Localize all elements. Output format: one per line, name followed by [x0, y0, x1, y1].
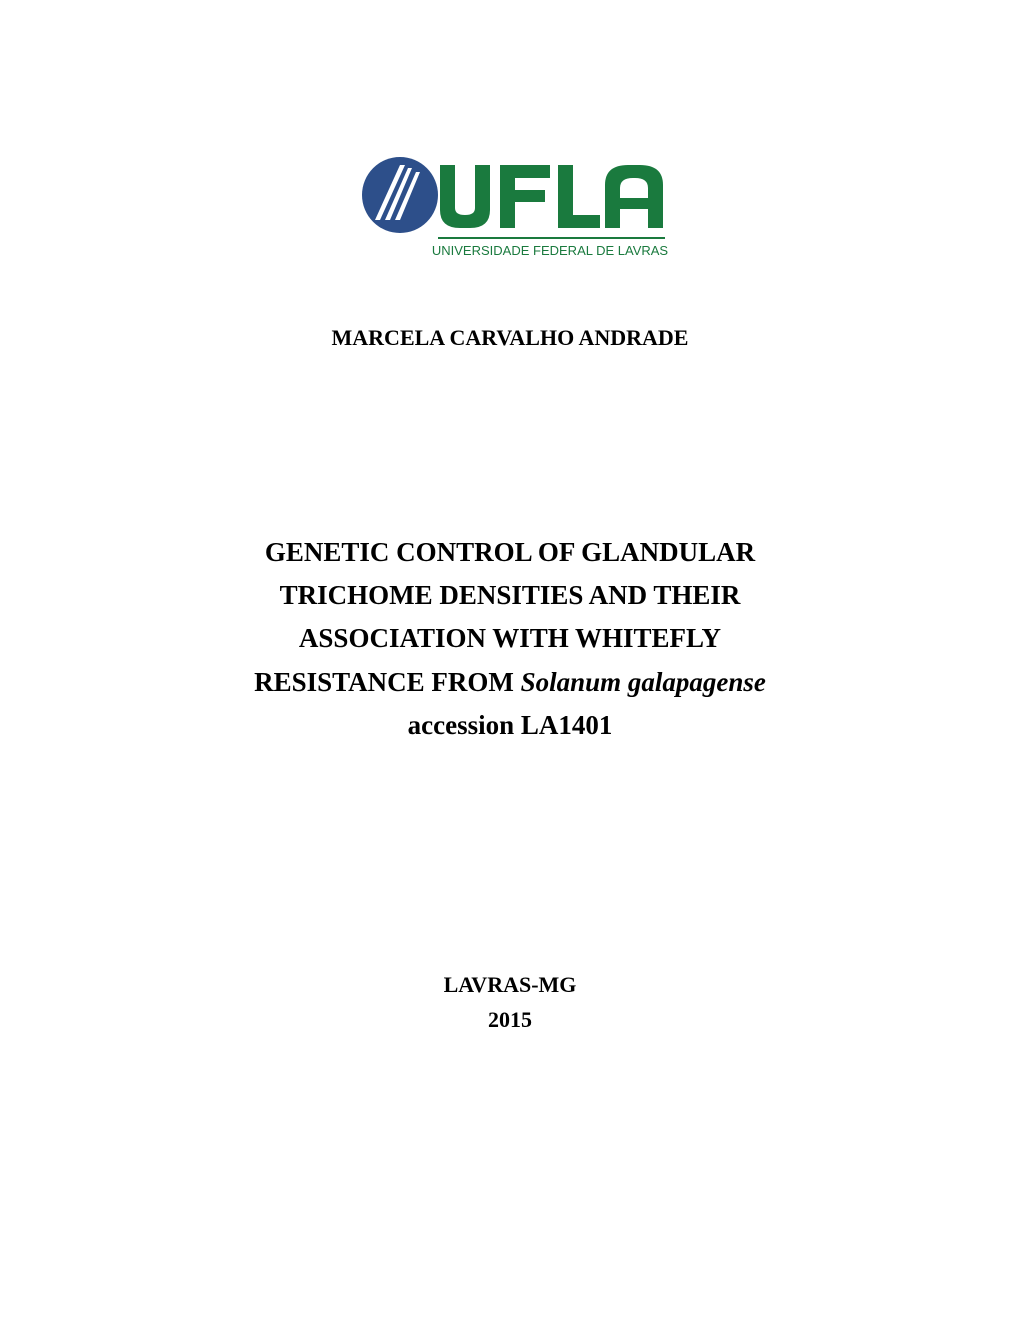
title-line-4: RESISTANCE FROM Solanum galapagense: [254, 661, 766, 704]
institution-name-text: UNIVERSIDADE FEDERAL DE LAVRAS: [432, 243, 669, 258]
footer-block: LAVRAS-MG 2015: [444, 967, 577, 1037]
title-line-4-italic: Solanum galapagense: [521, 667, 766, 697]
document-page: UNIVERSIDADE FEDERAL DE LAVRAS MARCELA C…: [0, 0, 1020, 1320]
location-text: LAVRAS-MG: [444, 967, 577, 1002]
thesis-title: GENETIC CONTROL OF GLANDULAR TRICHOME DE…: [254, 531, 766, 747]
title-line-3: ASSOCIATION WITH WHITEFLY: [254, 617, 766, 660]
title-line-2: TRICHOME DENSITIES AND THEIR: [254, 574, 766, 617]
title-line-1: GENETIC CONTROL OF GLANDULAR: [254, 531, 766, 574]
author-name: MARCELA CARVALHO ANDRADE: [332, 325, 689, 351]
title-line-5: accession LA1401: [254, 704, 766, 747]
ufla-logo-icon: UNIVERSIDADE FEDERAL DE LAVRAS: [350, 150, 670, 270]
title-line-4-prefix: RESISTANCE FROM: [254, 667, 521, 697]
institution-logo: UNIVERSIDADE FEDERAL DE LAVRAS: [350, 150, 670, 275]
year-text: 2015: [444, 1002, 577, 1037]
